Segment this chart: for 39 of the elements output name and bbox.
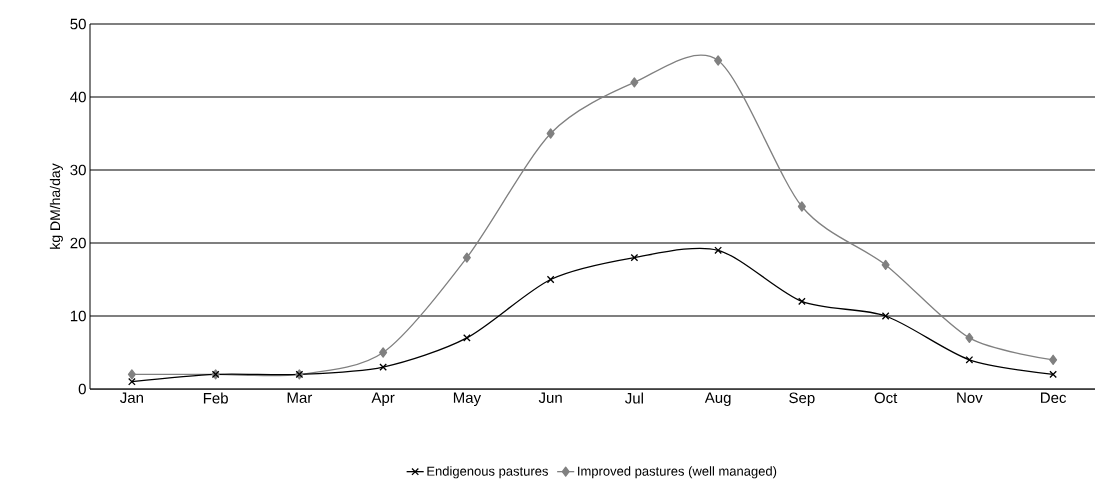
point	[546, 275, 555, 284]
point	[714, 246, 722, 255]
point	[128, 377, 136, 386]
y-tick-label: 0	[78, 383, 86, 395]
legend-label: Endigenous pastures	[427, 466, 548, 479]
x-tick-label: May	[453, 392, 482, 406]
point	[881, 259, 890, 271]
x-tick-label: Apr	[371, 392, 395, 406]
x-tick-label: Jun	[538, 392, 562, 403]
point	[965, 355, 974, 364]
y-tick-label: 50	[70, 18, 86, 30]
point	[797, 201, 806, 212]
point	[546, 128, 555, 139]
point	[881, 312, 890, 320]
point	[1049, 354, 1058, 365]
point	[462, 252, 471, 263]
x-tick-label: Oct	[874, 392, 898, 404]
point	[127, 369, 136, 380]
y-tick-label: 10	[70, 310, 86, 322]
x-tick-label: Dec	[1041, 392, 1067, 403]
point	[379, 347, 388, 358]
point	[965, 332, 974, 344]
x-tick-label: Feb	[203, 392, 228, 404]
legend-label: Improved pastures (well managed)	[578, 466, 777, 479]
x-tick-label: Sep	[789, 392, 815, 407]
point	[379, 363, 387, 371]
x-tick-label: Nov	[957, 392, 983, 403]
point	[714, 55, 723, 66]
point	[630, 77, 639, 88]
x-tick-label: Aug	[704, 392, 731, 406]
point	[798, 297, 806, 306]
y-tick-label: 20	[70, 237, 86, 249]
x-tick-label: Mar	[287, 392, 313, 403]
y-tick-label: 40	[70, 91, 86, 103]
y-tick-label: 30	[70, 164, 86, 176]
y-axis-title: kg DM/ha/day	[49, 163, 63, 249]
x-tick-label: Jul	[625, 392, 643, 404]
point	[1049, 370, 1057, 379]
x-tick-label: Jan	[120, 392, 143, 403]
